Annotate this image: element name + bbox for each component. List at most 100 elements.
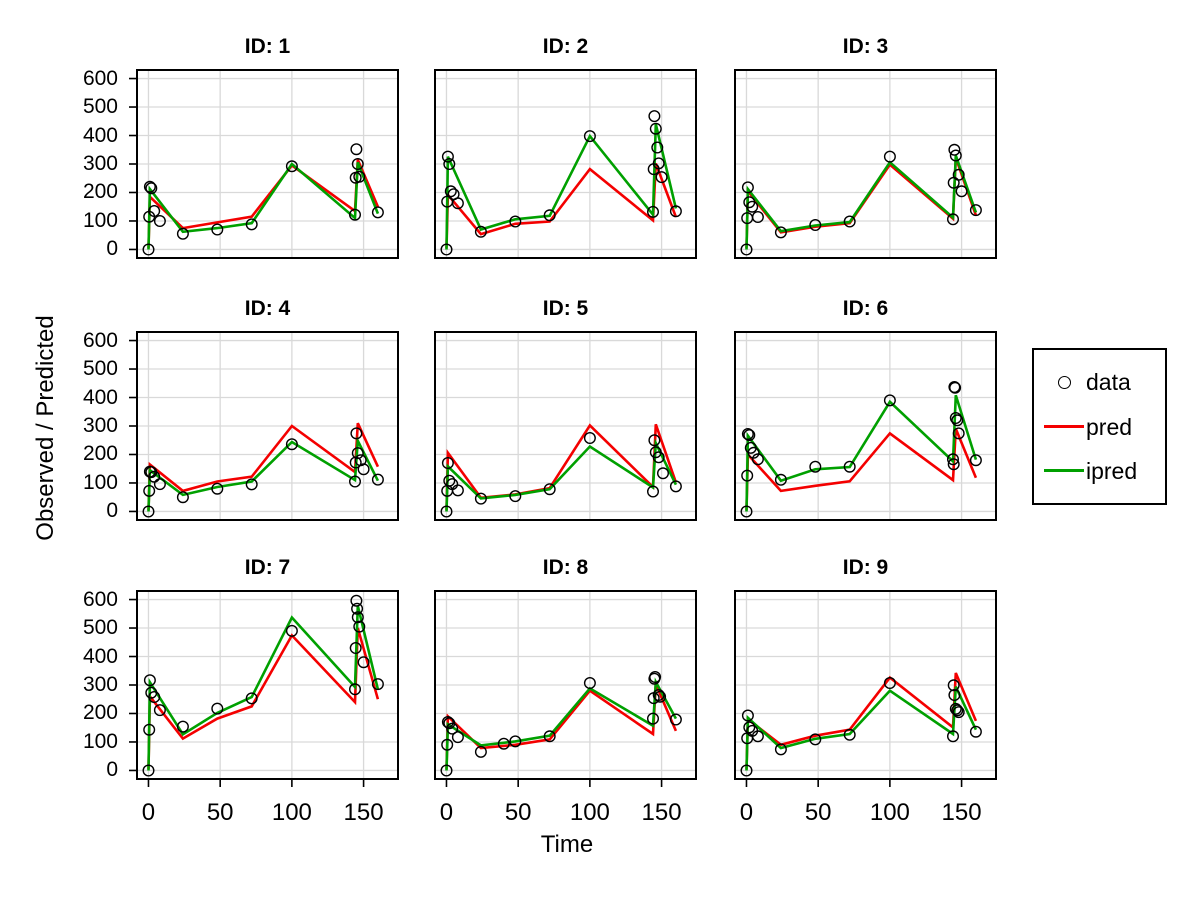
pred-line <box>147 422 380 511</box>
legend-marker-pred-line-icon <box>1042 424 1086 429</box>
data-point <box>652 689 665 702</box>
data-point <box>349 642 362 655</box>
data-point <box>543 209 556 222</box>
pred-line <box>147 627 380 770</box>
panel-id-id-id-id-7 <box>129 590 399 787</box>
ipred-line <box>745 394 978 512</box>
data-point <box>349 683 362 696</box>
data-point <box>583 432 596 445</box>
data-point <box>952 706 965 719</box>
data-point <box>148 691 161 704</box>
legend: data pred ipred <box>1032 348 1167 505</box>
data-point <box>669 480 682 493</box>
data-point <box>969 204 982 217</box>
y-tick-label: 600 <box>82 587 118 611</box>
data-point <box>143 723 156 736</box>
data-point <box>949 149 962 162</box>
data-point <box>371 678 384 691</box>
data-point <box>350 427 363 440</box>
data-point <box>809 460 822 473</box>
pred-line <box>147 159 380 249</box>
data-point <box>747 446 760 459</box>
data-point <box>444 185 457 198</box>
data-point <box>148 204 161 217</box>
data-point <box>952 168 965 181</box>
data-point <box>350 594 363 607</box>
data-point <box>949 702 962 715</box>
panel-title: ID: 6 <box>842 297 889 320</box>
legend-label-ipred: ipred <box>1086 457 1138 484</box>
panel-id-id-id-id-6 <box>734 331 997 521</box>
data-point <box>211 702 224 715</box>
panel-id-id-id-id-9 <box>734 590 997 787</box>
panel-border <box>434 590 697 780</box>
data-point <box>148 470 161 483</box>
data-point <box>443 474 456 487</box>
data-point <box>947 730 960 743</box>
legend-item-ipred: ipred <box>1034 459 1165 483</box>
data-point <box>142 243 155 256</box>
data-point <box>843 460 856 473</box>
data-point <box>474 492 487 505</box>
data-point <box>245 692 258 705</box>
data-point <box>176 227 189 240</box>
data-point <box>245 218 258 231</box>
panel-title: ID: 1 <box>244 35 291 58</box>
x-axis-title: Time <box>540 831 594 858</box>
y-tick-label: 300 <box>82 152 118 175</box>
data-point <box>949 381 962 394</box>
ipred-line <box>745 155 978 250</box>
panel-title: ID: 9 <box>842 556 889 579</box>
data-point <box>655 171 668 184</box>
y-tick-label: 600 <box>82 66 118 90</box>
data-point <box>143 674 156 687</box>
ipred-line <box>445 123 678 250</box>
data-point <box>474 745 487 758</box>
y-tick-label: 300 <box>82 414 118 437</box>
ipred-line <box>147 161 380 250</box>
x-tick-label: 100 <box>869 799 910 826</box>
data-point <box>947 213 960 226</box>
data-point <box>654 690 667 703</box>
y-tick-label: 100 <box>82 208 118 232</box>
data-point <box>809 218 822 231</box>
data-point <box>647 712 660 725</box>
data-point <box>443 157 456 170</box>
panel-border <box>734 590 997 780</box>
data-point <box>153 478 166 491</box>
data-point <box>440 243 453 256</box>
data-point <box>441 716 454 729</box>
data-point <box>285 624 298 637</box>
data-point <box>955 185 968 198</box>
data-point <box>651 141 664 154</box>
y-tick-label: 0 <box>106 237 118 261</box>
data-point <box>743 721 756 734</box>
ipred-line <box>147 605 380 771</box>
y-tick-label: 200 <box>82 180 118 204</box>
data-point <box>746 200 759 213</box>
panel-id-id-id-id-4 <box>129 331 399 521</box>
data-point <box>350 143 363 156</box>
data-point <box>951 414 964 427</box>
data-point <box>474 225 487 238</box>
data-point <box>809 733 822 746</box>
panel-title: ID: 4 <box>244 297 291 320</box>
data-point <box>143 484 156 497</box>
y-tick-label: 300 <box>82 673 118 696</box>
pred-line <box>745 428 978 511</box>
legend-item-pred: pred <box>1034 415 1165 439</box>
data-point <box>648 110 661 123</box>
y-axis-title: Observed / Predicted <box>32 315 59 541</box>
data-point <box>211 223 224 236</box>
data-point <box>583 677 596 690</box>
data-point <box>357 656 370 669</box>
pred-line <box>445 683 678 770</box>
y-tick-label: 0 <box>106 758 118 782</box>
data-point <box>883 677 896 690</box>
data-point <box>211 482 224 495</box>
data-point <box>509 735 522 748</box>
data-point <box>543 730 556 743</box>
data-point <box>649 122 662 135</box>
legend-marker-circle-icon <box>1042 375 1086 389</box>
